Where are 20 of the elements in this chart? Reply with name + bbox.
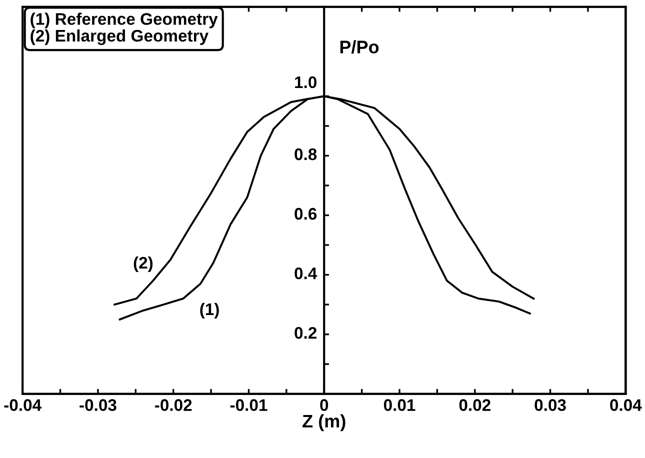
y-tick-label: 0.2 <box>294 327 317 339</box>
x-tick-label: 0.03 <box>534 399 566 412</box>
x-tick-label: 0.01 <box>384 399 416 411</box>
annotation: (1) <box>200 302 219 318</box>
annotation: (2) Enlarged Geometry <box>30 29 208 46</box>
x-tick-label: 0.04 <box>610 399 642 411</box>
x-tick-label: -0.01 <box>230 399 268 411</box>
annotation: (2) <box>134 256 153 272</box>
x-tick-label: -0.02 <box>155 399 192 411</box>
x-tick-label: 0.02 <box>459 399 490 411</box>
x-axis-title: Z (m) <box>302 414 346 432</box>
y-axis-title: P/Po <box>340 40 379 54</box>
x-tick-label: 0 <box>320 399 328 411</box>
x-tick-label: -0.04 <box>4 399 42 411</box>
y-tick-label: 0.4 <box>294 267 318 280</box>
y-tick-label: 0.8 <box>294 148 317 160</box>
y-tick-label: 0.6 <box>294 208 317 220</box>
x-tick-label: -0.03 <box>80 399 116 412</box>
annotation: (1) Reference Geometry <box>30 12 218 28</box>
y-tick-label: 1.0 <box>295 76 316 88</box>
